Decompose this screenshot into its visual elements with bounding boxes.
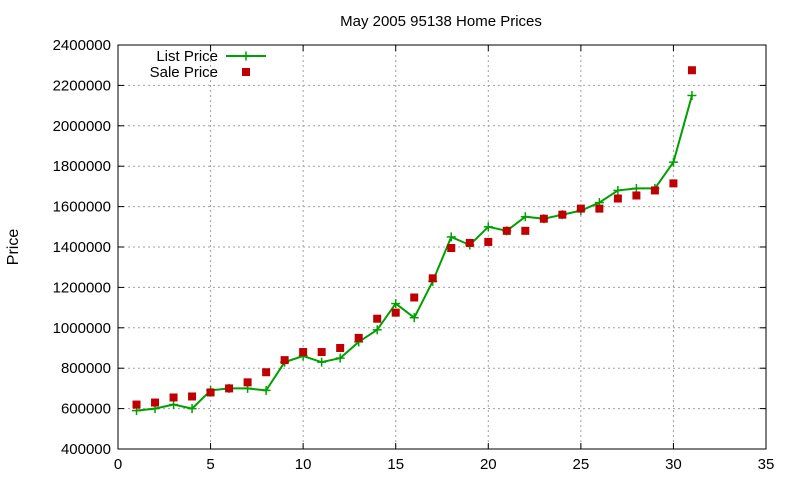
sale-price-point (354, 333, 363, 342)
y-axis-label: Price (5, 229, 22, 266)
x-tick-label: 25 (573, 456, 590, 473)
list-price-point (169, 400, 179, 410)
sale-price-point (243, 378, 252, 387)
list-price-point (372, 325, 382, 335)
sale-price-point (558, 210, 567, 219)
y-tick-label: 2200000 (53, 77, 111, 94)
sale-price-point (650, 186, 659, 195)
list-price-point (446, 232, 456, 242)
sale-price-point (299, 348, 308, 357)
sale-price-point (206, 388, 215, 397)
legend-swatch-square (242, 68, 250, 76)
list-price-point (187, 404, 197, 414)
data-series (132, 66, 697, 416)
x-tick-label: 15 (387, 456, 404, 473)
x-tick-label: 5 (206, 456, 214, 473)
list-price-point (520, 212, 530, 222)
x-tick-label: 10 (295, 456, 312, 473)
list-price-point (613, 185, 623, 195)
sale-price-point (502, 226, 511, 235)
sale-price-point (373, 314, 382, 323)
sale-price-point (225, 384, 234, 393)
sale-price-point (262, 368, 271, 377)
y-tick-label: 1200000 (53, 279, 111, 296)
sale-price-point (410, 293, 419, 302)
list-price-point (317, 357, 327, 367)
sale-price-point (687, 66, 696, 75)
list-price-point (668, 157, 678, 167)
legend-label: List Price (156, 48, 218, 65)
plot-frame (117, 44, 767, 450)
sale-price-point (632, 191, 641, 200)
y-tick-label: 400000 (61, 441, 111, 458)
y-tick-label: 2000000 (53, 118, 111, 135)
list-price-point (261, 385, 271, 395)
series-sale-price (132, 66, 696, 409)
sale-price-point (669, 179, 678, 188)
list-price-point (483, 222, 493, 232)
sale-price-point (576, 204, 585, 213)
list-price-point (391, 299, 401, 309)
sale-price-point (132, 400, 141, 409)
sale-price-point (428, 274, 437, 283)
list-price-point (687, 91, 697, 100)
sale-price-point (188, 392, 197, 401)
axis-ticks: 0 5 10 15 20 25 30 35 400000 600000 800000 1000000 1… (53, 37, 775, 473)
y-tick-label: 800000 (61, 360, 111, 377)
sale-price-point (539, 214, 548, 223)
sale-price-point (484, 237, 493, 246)
sale-price-point (317, 348, 326, 357)
legend-swatch-plus (241, 51, 251, 61)
list-price-point (409, 313, 419, 323)
y-tick-label: 1000000 (53, 320, 111, 337)
x-tick-label: 20 (480, 456, 497, 473)
sale-price-point (391, 308, 400, 317)
x-tick-label: 30 (665, 456, 682, 473)
y-tick-label: 1800000 (53, 158, 111, 175)
sale-price-point (336, 344, 345, 352)
sale-price-point (151, 398, 160, 407)
y-tick-label: 1400000 (53, 239, 111, 256)
sale-price-point (169, 393, 178, 402)
y-tick-label: 2400000 (53, 37, 111, 54)
list-price-line (136, 95, 693, 412)
x-tick-label: 35 (758, 456, 775, 473)
sale-price-point (613, 194, 622, 203)
x-tick-label: 0 (114, 456, 122, 473)
sale-price-point (280, 356, 289, 365)
sale-price-point (521, 226, 530, 235)
series-list-price (132, 91, 697, 416)
y-tick-label: 600000 (61, 401, 111, 418)
sale-price-point (595, 204, 604, 213)
list-price-point (631, 183, 641, 193)
legend-label: Sale Price (150, 64, 218, 81)
grid-lines (118, 45, 766, 449)
sale-price-point (447, 244, 456, 253)
y-tick-label: 1600000 (53, 199, 111, 216)
list-price-point (335, 353, 345, 363)
chart-title: May 2005 95138 Home Prices (340, 13, 542, 30)
sale-price-point (465, 238, 474, 247)
